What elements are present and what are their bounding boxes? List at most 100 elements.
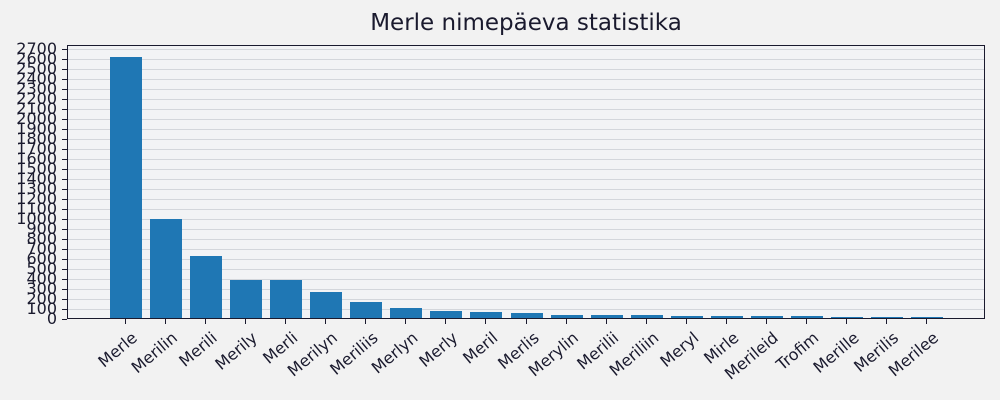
gridline xyxy=(68,259,984,260)
gridline xyxy=(68,169,984,170)
bar-merili xyxy=(190,256,223,318)
y-tick-label: 500 xyxy=(26,259,57,278)
gridline xyxy=(68,99,984,100)
plot-area xyxy=(67,45,985,319)
bar-trofim xyxy=(790,315,823,318)
y-tick xyxy=(62,279,67,280)
bar-merle xyxy=(110,57,142,318)
y-tick xyxy=(62,249,67,250)
y-tick xyxy=(62,259,67,260)
bar-merli xyxy=(270,280,303,318)
y-tick xyxy=(62,199,67,200)
x-tick-label: Merille xyxy=(809,328,863,377)
gridline xyxy=(68,79,984,80)
y-tick xyxy=(62,219,67,220)
x-tick xyxy=(565,319,567,324)
y-tick xyxy=(62,69,67,70)
y-tick-label: 1000 xyxy=(16,209,57,228)
x-tick xyxy=(445,319,447,324)
x-tick xyxy=(325,319,327,324)
y-tick-label: 2400 xyxy=(16,69,57,88)
gridline xyxy=(68,179,984,180)
bar-meriliin xyxy=(630,315,663,318)
bar-meriliis xyxy=(350,302,383,318)
y-tick-label: 0 xyxy=(46,309,57,328)
x-tick xyxy=(685,319,687,324)
x-tick xyxy=(885,319,887,324)
x-tick xyxy=(725,319,727,324)
x-tick xyxy=(525,319,527,324)
bar-meryl xyxy=(670,315,703,318)
x-tick xyxy=(365,319,367,324)
y-tick xyxy=(62,49,67,50)
y-tick-label: 2200 xyxy=(16,89,57,108)
bar-merileid xyxy=(750,315,783,318)
y-tick xyxy=(62,229,67,230)
y-tick xyxy=(62,169,67,170)
y-tick xyxy=(62,159,67,160)
gridline xyxy=(68,239,984,240)
y-tick-label: 200 xyxy=(26,289,57,308)
gridline xyxy=(68,309,984,310)
x-tick xyxy=(485,319,487,324)
x-tick xyxy=(845,319,847,324)
x-tick xyxy=(605,319,607,324)
x-tick-label: Merly xyxy=(415,328,462,371)
gridline xyxy=(68,299,984,300)
y-tick-label: 1900 xyxy=(16,119,57,138)
gridline xyxy=(68,119,984,120)
y-tick-label: 1600 xyxy=(16,149,57,168)
y-tick-label: 2100 xyxy=(16,99,57,118)
y-tick-label: 100 xyxy=(26,299,57,318)
bar-merille xyxy=(830,316,863,318)
gridline xyxy=(68,59,984,60)
y-tick-label: 1800 xyxy=(16,129,57,148)
gridline xyxy=(68,289,984,290)
y-tick-label: 2500 xyxy=(16,59,57,78)
x-tick xyxy=(765,319,767,324)
y-tick xyxy=(62,179,67,180)
gridline xyxy=(68,199,984,200)
y-tick xyxy=(62,239,67,240)
y-tick-label: 400 xyxy=(26,269,57,288)
y-tick-label: 2700 xyxy=(16,39,57,58)
gridline xyxy=(68,69,984,70)
y-tick-label: 2600 xyxy=(16,49,57,68)
gridline xyxy=(68,279,984,280)
bar-merylin xyxy=(550,314,583,318)
y-tick-label: 2000 xyxy=(16,109,57,128)
x-tick xyxy=(285,319,287,324)
x-tick xyxy=(245,319,247,324)
bar-merilii xyxy=(590,314,623,318)
x-tick xyxy=(405,319,407,324)
x-tick xyxy=(125,319,126,324)
x-tick-label: Merilin xyxy=(127,328,181,378)
y-tick-label: 900 xyxy=(26,219,57,238)
gridline xyxy=(68,229,984,230)
gridline xyxy=(68,189,984,190)
bar-meril xyxy=(470,312,503,318)
y-tick-label: 300 xyxy=(26,279,57,298)
y-tick xyxy=(62,119,67,120)
x-tick xyxy=(165,319,167,324)
chart-title: Merle nimepäeva statistika xyxy=(370,10,682,36)
y-tick xyxy=(62,139,67,140)
x-tick-label: Merily xyxy=(211,328,261,374)
bar-mirle xyxy=(710,315,743,318)
y-tick xyxy=(62,189,67,190)
y-tick-label: 2300 xyxy=(16,79,57,98)
gridline xyxy=(68,109,984,110)
gridline xyxy=(68,269,984,270)
y-tick xyxy=(62,299,67,300)
x-tick xyxy=(205,319,207,324)
gridline xyxy=(68,159,984,160)
y-tick-label: 1300 xyxy=(16,179,57,198)
bar-merilis xyxy=(870,316,903,318)
y-tick xyxy=(62,319,67,320)
y-tick xyxy=(62,79,67,80)
gridline xyxy=(68,49,984,50)
y-tick xyxy=(62,209,67,210)
bar-merilyn xyxy=(310,292,343,318)
y-tick xyxy=(62,309,67,310)
y-tick-label: 1100 xyxy=(16,199,57,218)
